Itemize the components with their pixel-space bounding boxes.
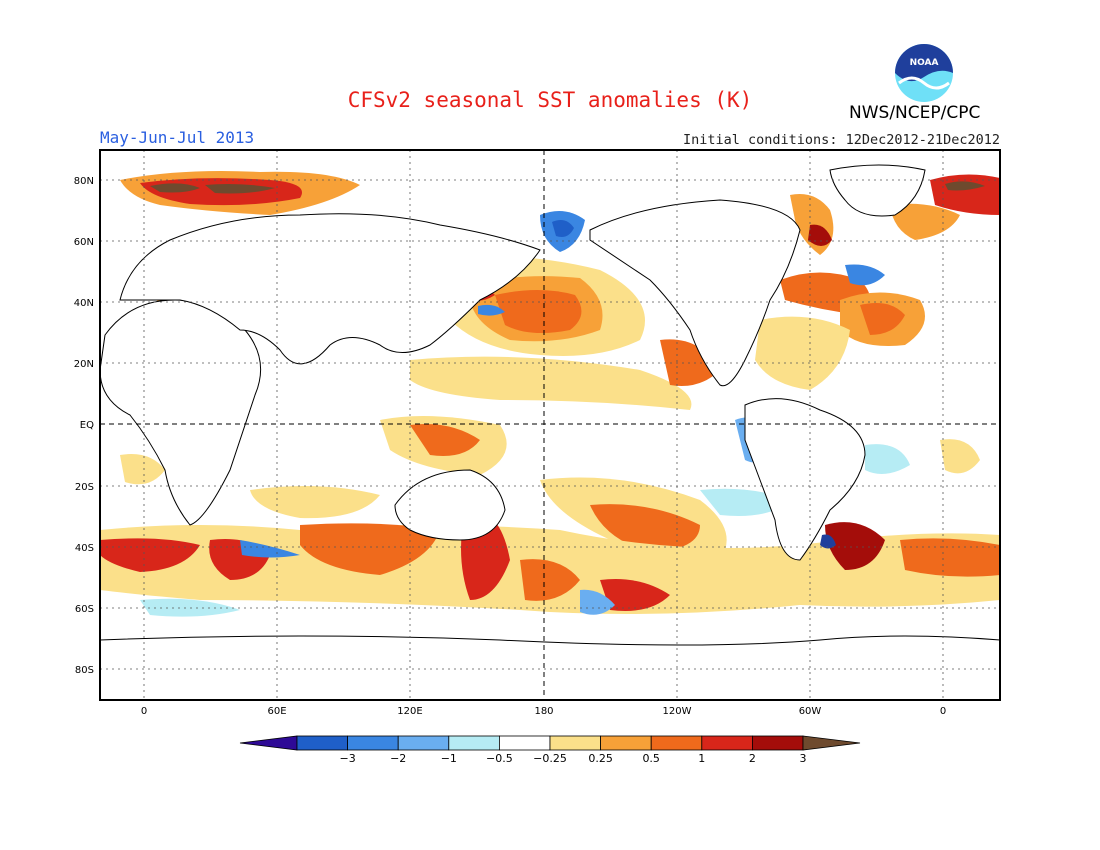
noaa-logo-icon: NOAA bbox=[895, 44, 953, 102]
lat-label: 40N bbox=[74, 298, 94, 309]
lat-label: 80S bbox=[75, 665, 94, 676]
colorbar-tick-label: −1 bbox=[441, 752, 457, 765]
coastlines bbox=[99, 164, 1001, 701]
colorbar: −3 −2 −1 −0.5 −0.25 0.25 0.5 1 2 3 bbox=[239, 735, 861, 765]
equator-dateline bbox=[100, 150, 1000, 700]
lat-label: 80N bbox=[74, 176, 94, 187]
colorbar-tick-label: −3 bbox=[339, 752, 355, 765]
graticule bbox=[100, 150, 1000, 700]
map-title: CFSv2 seasonal SST anomalies (K) bbox=[347, 88, 753, 112]
colorbar-swatch bbox=[347, 735, 399, 751]
colorbar-tick-label: −0.25 bbox=[533, 752, 567, 765]
continent-north-america bbox=[589, 199, 801, 387]
continent-south-america bbox=[744, 398, 866, 561]
colorbar-tick-label: 0.5 bbox=[642, 752, 660, 765]
colorbar-tick-label: 0.25 bbox=[588, 752, 613, 765]
logo-text: NOAA bbox=[910, 58, 939, 68]
lon-label: 180 bbox=[534, 706, 553, 717]
lat-label: 20S bbox=[75, 482, 94, 493]
lat-label: 20N bbox=[74, 359, 94, 370]
colorbar-swatch bbox=[296, 735, 348, 751]
colorbar-swatch bbox=[448, 735, 500, 751]
colorbar-tick-label: −0.5 bbox=[486, 752, 513, 765]
colorbar-tick-label: 2 bbox=[749, 752, 756, 765]
initial-conditions: Initial conditions: 12Dec2012-21Dec2012 bbox=[683, 132, 1000, 148]
continent-australia bbox=[394, 469, 506, 541]
lat-label: 40S bbox=[75, 543, 94, 554]
colorbar-max-arrow bbox=[802, 735, 861, 751]
continent-greenland bbox=[829, 164, 926, 217]
noaa-logo: NOAA bbox=[894, 43, 954, 103]
lon-label: 60E bbox=[267, 706, 286, 717]
colorbar-swatch bbox=[498, 735, 551, 751]
colorbar-tick-label: 1 bbox=[698, 752, 705, 765]
anomaly-field bbox=[100, 171, 1000, 617]
colorbar-tick-label: 3 bbox=[800, 752, 807, 765]
lon-label: 60W bbox=[799, 706, 822, 717]
continent-eurasia bbox=[119, 213, 541, 365]
continent-antarctica bbox=[99, 635, 1001, 701]
colorbar-swatch bbox=[600, 735, 652, 751]
agency-label: NWS/NCEP/CPC bbox=[849, 103, 981, 123]
lon-label: 120W bbox=[663, 706, 692, 717]
lon-label: 0 bbox=[141, 706, 147, 717]
forecast-period: May-Jun-Jul 2013 bbox=[100, 128, 255, 147]
lat-label: 60S bbox=[75, 604, 94, 615]
colorbar-swatch bbox=[752, 735, 804, 751]
colorbar-min-arrow bbox=[239, 735, 298, 751]
lat-label: EQ bbox=[80, 420, 94, 431]
lat-label: 60N bbox=[74, 237, 94, 248]
colorbar-swatch bbox=[701, 735, 753, 751]
lon-label: 0 bbox=[940, 706, 946, 717]
colorbar-tick-label: −2 bbox=[390, 752, 406, 765]
colorbar-swatch bbox=[650, 735, 703, 751]
colorbar-swatch bbox=[549, 735, 601, 751]
map-panel bbox=[99, 149, 1001, 701]
lon-label: 120E bbox=[397, 706, 422, 717]
lon-axis: 0 60E 120E 180 120W 60W 0 bbox=[141, 706, 946, 717]
lat-axis: 80N 60N 40N 20N EQ 20S 40S 60S 80S bbox=[74, 176, 94, 676]
colorbar-swatch bbox=[397, 735, 450, 751]
